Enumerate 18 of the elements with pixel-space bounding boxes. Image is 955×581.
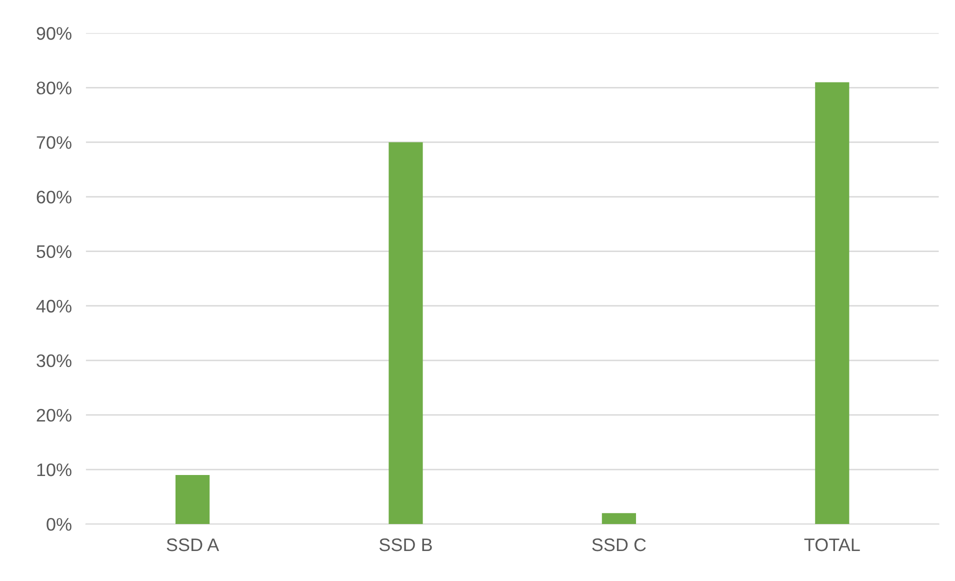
y-tick-label: 40%: [36, 300, 72, 313]
y-tick-label: 10%: [37, 463, 72, 476]
bar: [388, 142, 423, 524]
y-tick-label: 0%: [46, 518, 72, 531]
y-tick-label: 20%: [36, 408, 72, 422]
y-tick-label: 60%: [36, 190, 72, 204]
x-tick-label: SSD A: [166, 538, 220, 552]
bar: [175, 474, 210, 524]
x-tick-label: TOTAL: [804, 538, 860, 552]
y-tick-label: 70%: [36, 136, 72, 149]
y-tick-label: 50%: [36, 245, 72, 258]
x-tick-label: SSD B: [379, 538, 432, 552]
x-tick-label: SSD C: [592, 538, 646, 552]
bar: [602, 513, 636, 524]
y-tick-label: 30%: [36, 354, 72, 368]
y-tick-label: 90%: [36, 27, 72, 40]
bar: [815, 82, 850, 524]
y-tick-label: 80%: [36, 82, 72, 94]
